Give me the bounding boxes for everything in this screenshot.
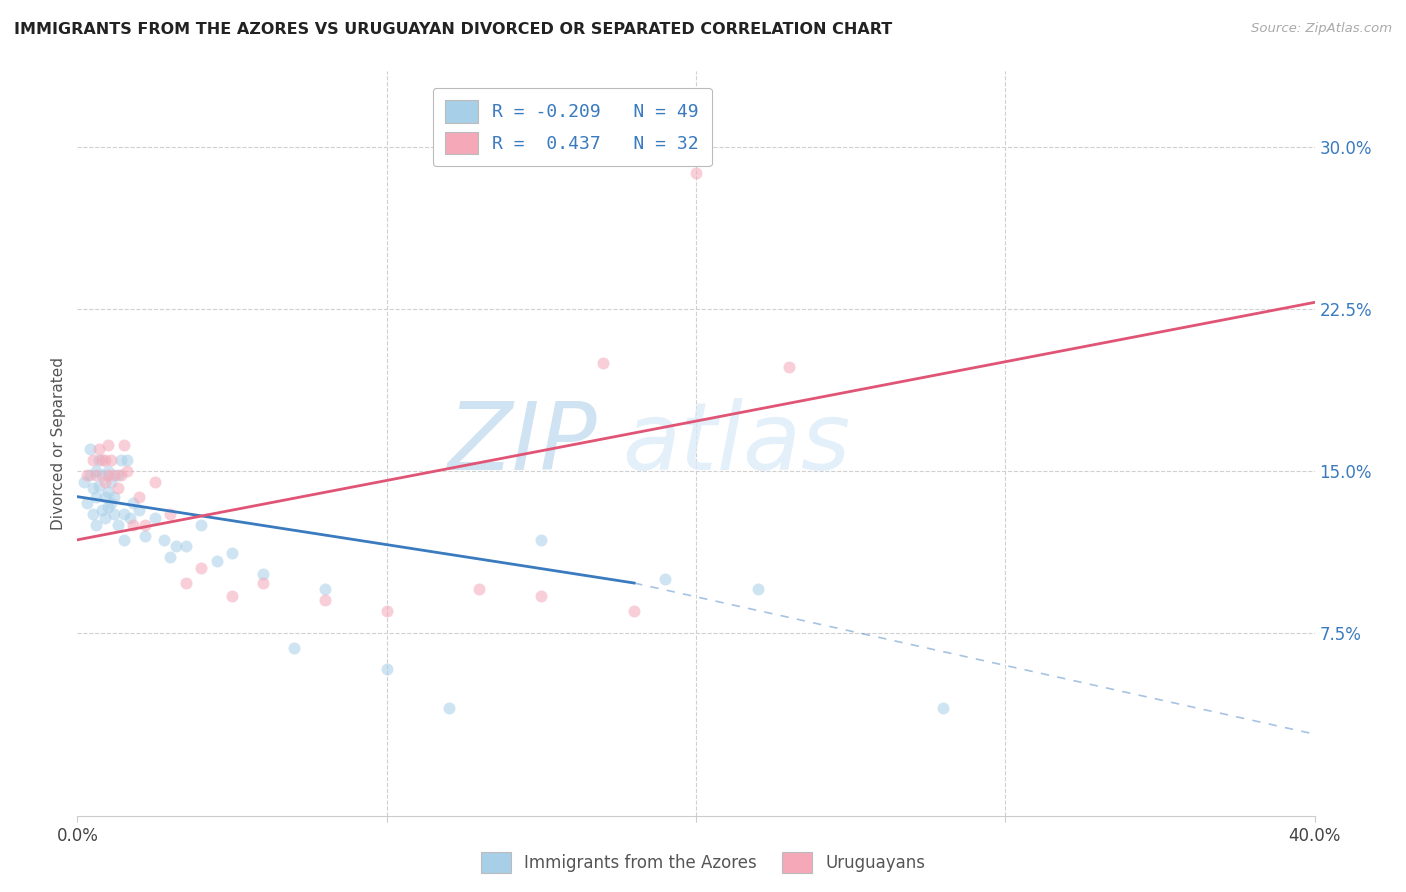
Point bbox=[153, 533, 176, 547]
Point bbox=[654, 572, 676, 586]
Point bbox=[100, 453, 122, 467]
Point bbox=[221, 546, 243, 560]
Point bbox=[84, 464, 107, 478]
Point bbox=[97, 438, 120, 452]
Point bbox=[128, 502, 150, 516]
Point bbox=[314, 593, 336, 607]
Point bbox=[115, 453, 138, 467]
Point bbox=[437, 701, 460, 715]
Point bbox=[107, 468, 129, 483]
Point bbox=[143, 475, 166, 489]
Point bbox=[375, 604, 398, 618]
Point bbox=[84, 490, 107, 504]
Point bbox=[79, 442, 101, 457]
Point bbox=[143, 511, 166, 525]
Point bbox=[283, 640, 305, 655]
Point bbox=[97, 500, 120, 515]
Point bbox=[91, 502, 114, 516]
Point bbox=[190, 561, 212, 575]
Point bbox=[375, 662, 398, 676]
Point bbox=[932, 701, 955, 715]
Point bbox=[592, 356, 614, 370]
Text: IMMIGRANTS FROM THE AZORES VS URUGUAYAN DIVORCED OR SEPARATED CORRELATION CHART: IMMIGRANTS FROM THE AZORES VS URUGUAYAN … bbox=[14, 22, 893, 37]
Point bbox=[115, 464, 138, 478]
Point bbox=[91, 468, 114, 483]
Text: atlas: atlas bbox=[621, 398, 851, 490]
Point bbox=[252, 567, 274, 582]
Point bbox=[87, 453, 110, 467]
Point bbox=[112, 438, 135, 452]
Point bbox=[190, 517, 212, 532]
Legend: R = -0.209   N = 49, R =  0.437   N = 32: R = -0.209 N = 49, R = 0.437 N = 32 bbox=[433, 87, 711, 166]
Point bbox=[76, 468, 98, 483]
Point bbox=[174, 539, 197, 553]
Point bbox=[252, 576, 274, 591]
Point bbox=[623, 604, 645, 618]
Text: ZIP: ZIP bbox=[447, 398, 598, 490]
Point bbox=[110, 468, 132, 483]
Point bbox=[128, 490, 150, 504]
Point bbox=[91, 453, 114, 467]
Point bbox=[314, 582, 336, 597]
Point bbox=[103, 468, 125, 483]
Point bbox=[97, 464, 120, 478]
Point bbox=[107, 517, 129, 532]
Point bbox=[94, 511, 117, 525]
Point bbox=[84, 468, 107, 483]
Point bbox=[778, 360, 800, 375]
Point bbox=[159, 550, 181, 565]
Point bbox=[87, 442, 110, 457]
Point bbox=[159, 507, 181, 521]
Point bbox=[112, 507, 135, 521]
Point bbox=[134, 528, 156, 542]
Point bbox=[205, 554, 228, 568]
Point bbox=[79, 468, 101, 483]
Point bbox=[685, 166, 707, 180]
Point bbox=[97, 485, 120, 500]
Point bbox=[530, 589, 553, 603]
Point bbox=[100, 475, 122, 489]
Point bbox=[82, 481, 104, 495]
Point bbox=[122, 496, 145, 510]
Point bbox=[76, 496, 98, 510]
Point bbox=[94, 453, 117, 467]
Point bbox=[103, 507, 125, 521]
Point bbox=[82, 453, 104, 467]
Point bbox=[94, 475, 117, 489]
Point bbox=[530, 533, 553, 547]
Legend: Immigrants from the Azores, Uruguayans: Immigrants from the Azores, Uruguayans bbox=[474, 846, 932, 880]
Point bbox=[84, 517, 107, 532]
Point bbox=[97, 468, 120, 483]
Point bbox=[87, 479, 110, 493]
Point bbox=[221, 589, 243, 603]
Point bbox=[110, 453, 132, 467]
Point bbox=[82, 507, 104, 521]
Point bbox=[94, 490, 117, 504]
Point bbox=[100, 496, 122, 510]
Point bbox=[747, 582, 769, 597]
Point bbox=[174, 576, 197, 591]
Point bbox=[107, 481, 129, 495]
Y-axis label: Divorced or Separated: Divorced or Separated bbox=[51, 358, 66, 530]
Point bbox=[112, 533, 135, 547]
Point bbox=[103, 490, 125, 504]
Point bbox=[122, 517, 145, 532]
Point bbox=[165, 539, 187, 553]
Point bbox=[468, 582, 491, 597]
Text: Source: ZipAtlas.com: Source: ZipAtlas.com bbox=[1251, 22, 1392, 36]
Point bbox=[134, 517, 156, 532]
Point bbox=[72, 475, 94, 489]
Point bbox=[118, 511, 141, 525]
